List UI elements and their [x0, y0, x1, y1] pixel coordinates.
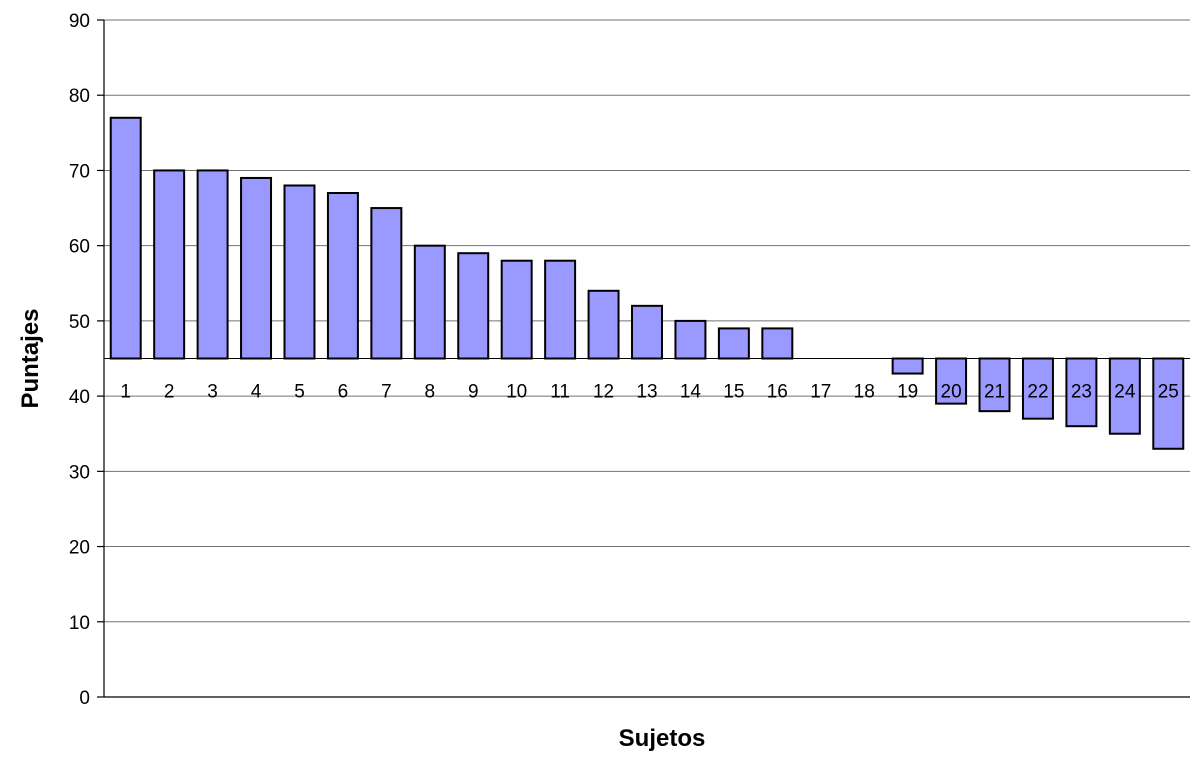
y-tick-label: 0 — [79, 688, 90, 709]
x-category-label: 19 — [897, 382, 918, 403]
y-tick-label: 10 — [69, 613, 90, 634]
x-category-label: 9 — [468, 382, 479, 403]
y-axis-title: Puntajes — [17, 308, 44, 408]
x-category-label: 14 — [680, 382, 702, 403]
bar — [370, 207, 403, 360]
bar — [717, 327, 750, 360]
x-category-label: 18 — [854, 382, 875, 403]
bar — [500, 259, 533, 360]
x-category-label: 8 — [425, 382, 436, 403]
y-tick-label: 80 — [69, 86, 90, 107]
x-category-label: 6 — [338, 382, 349, 403]
x-category-label: 2 — [164, 382, 175, 403]
x-category-label: 10 — [506, 382, 527, 403]
x-category-label: 16 — [767, 382, 788, 403]
y-tick-label: 90 — [69, 11, 90, 32]
y-tick-label: 50 — [69, 312, 90, 333]
bars — [109, 116, 1185, 450]
x-category-label: 21 — [984, 382, 1005, 403]
x-category-label: 22 — [1027, 382, 1048, 403]
x-category-label: 17 — [810, 382, 831, 403]
x-category-label: 4 — [251, 382, 262, 403]
x-category-label: 5 — [294, 382, 305, 403]
bar — [1021, 357, 1054, 420]
bar — [544, 259, 577, 360]
x-category-label: 24 — [1114, 382, 1136, 403]
x-category-label: 12 — [593, 382, 614, 403]
bar — [891, 357, 924, 375]
bar — [978, 357, 1011, 413]
x-category-label: 20 — [941, 382, 962, 403]
bar — [413, 244, 446, 360]
bar — [587, 289, 620, 360]
x-category-label: 7 — [381, 382, 392, 403]
bar — [326, 192, 359, 360]
bar — [109, 116, 142, 360]
y-tick-label: 40 — [69, 387, 90, 408]
y-tick-labels: 0 10 20 30 40 50 60 70 80 90 — [69, 11, 90, 709]
x-category-label: 23 — [1071, 382, 1092, 403]
y-tick-label: 70 — [69, 161, 90, 182]
axes — [97, 19, 1190, 698]
bar — [674, 319, 707, 360]
bar — [283, 184, 316, 360]
x-category-label: 1 — [120, 382, 131, 403]
x-category-label: 15 — [723, 382, 744, 403]
y-tick-label: 60 — [69, 237, 90, 258]
y-tick-label: 20 — [69, 538, 90, 559]
bar — [935, 357, 968, 405]
bar — [1108, 357, 1141, 435]
y-tick-label: 30 — [69, 462, 90, 483]
x-category-label: 3 — [207, 382, 218, 403]
bar — [196, 169, 229, 360]
x-category-labels: 1 2 3 4 5 6 7 8 9 10 11 12 13 14 15 16 17 18 19 20 21 22 23 24 2… — [120, 382, 1178, 403]
bar — [761, 327, 794, 360]
x-category-label: 13 — [636, 382, 657, 403]
x-axis-title: Sujetos — [619, 725, 706, 752]
bar — [1152, 357, 1185, 450]
x-category-label: 25 — [1158, 382, 1179, 403]
bar — [153, 169, 186, 360]
bar — [457, 252, 490, 360]
x-category-label: 11 — [550, 382, 570, 403]
bar — [631, 304, 663, 360]
bar — [240, 176, 273, 360]
